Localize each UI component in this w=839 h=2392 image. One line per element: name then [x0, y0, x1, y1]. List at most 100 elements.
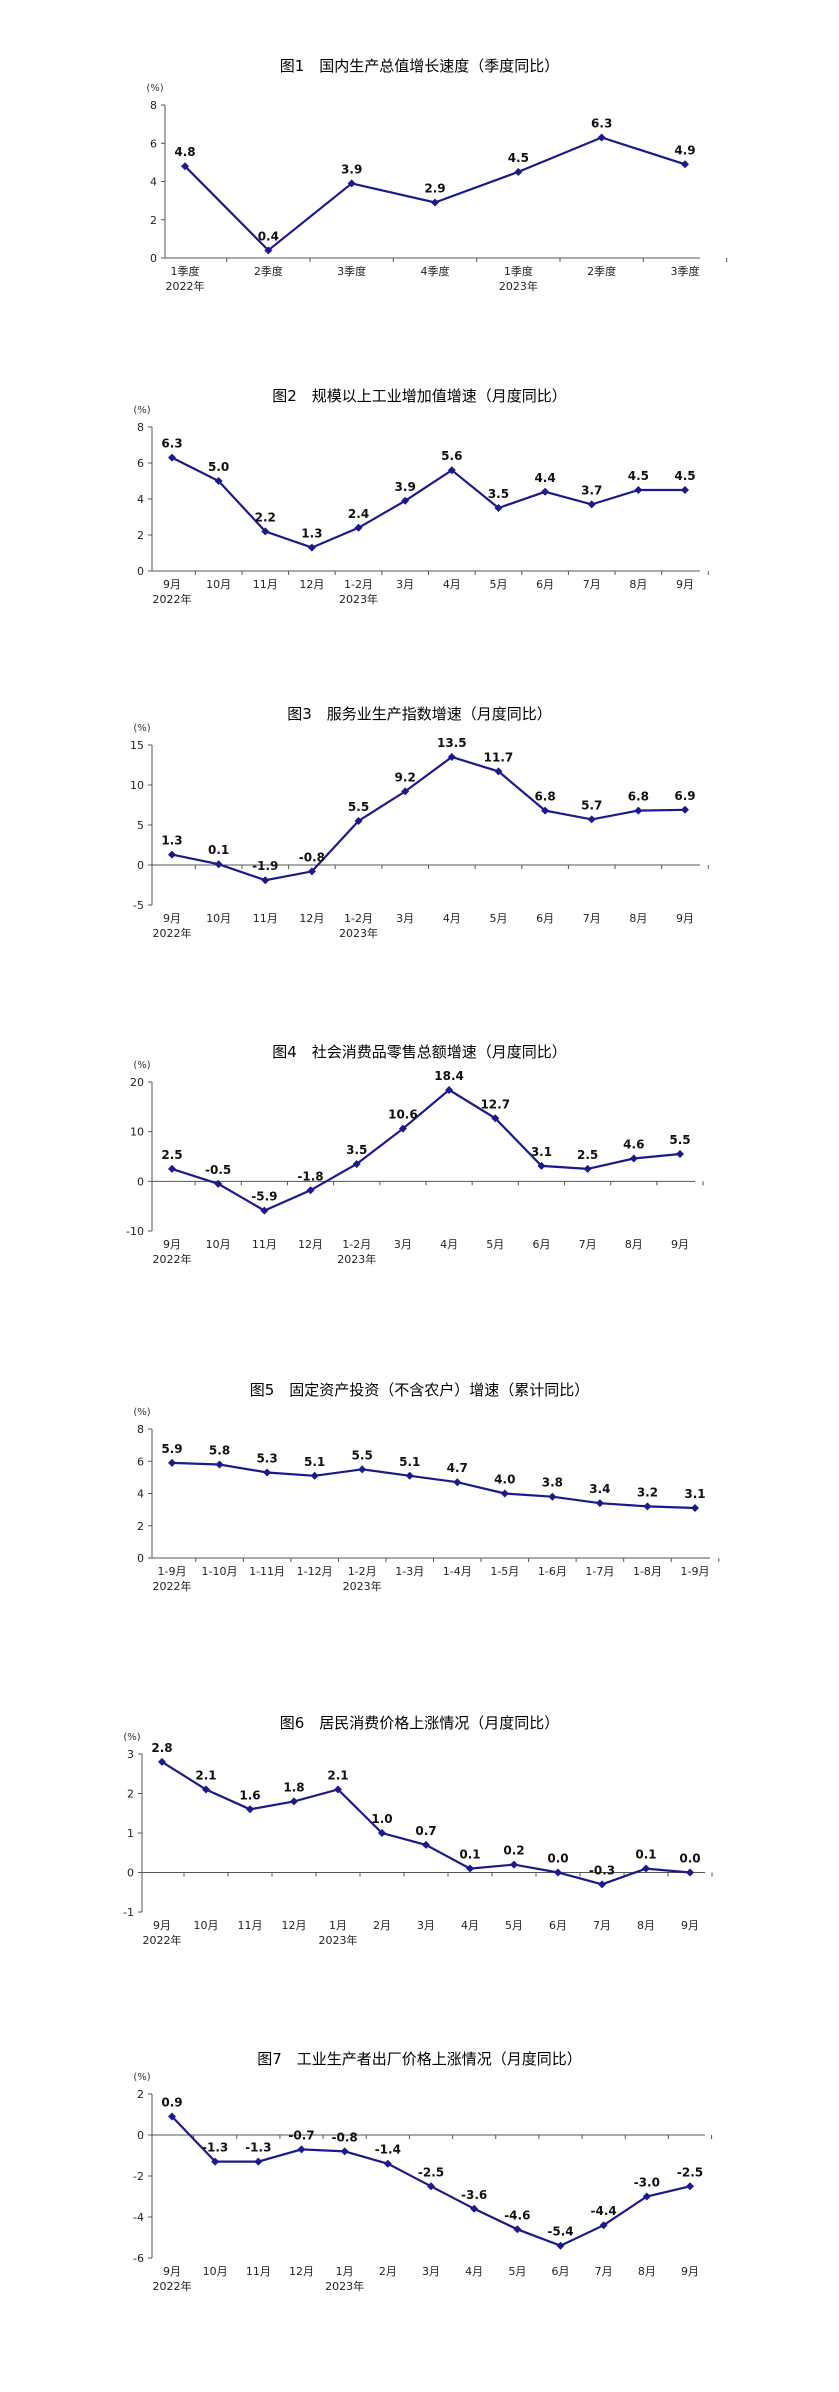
y-tick-label: 2 — [137, 2088, 144, 2101]
y-tick-label: 4 — [137, 493, 144, 506]
y-tick-label: 0 — [137, 1175, 144, 1188]
y-tick-label: -4 — [133, 2211, 144, 2224]
unit-label: (%) — [133, 2072, 150, 2083]
y-tick-label: 20 — [130, 1076, 144, 1089]
x-tick-label: 1-9月 — [158, 1565, 187, 1578]
data-point — [358, 1465, 367, 1474]
x-tick-label: 4季度 — [421, 264, 450, 278]
chart-plot: (%) 0 2 4 6 8 1-9月 1-10月 1-11月 1-12月 1-2月 1-3月 1-4月 1… — [133, 1407, 720, 1593]
x-tick-label: 2季度 — [254, 264, 283, 278]
data-label: 5.3 — [256, 1452, 277, 1466]
data-point — [554, 1868, 562, 1877]
data-label: 5.1 — [304, 1455, 325, 1469]
x-tick-label: 11月 — [253, 912, 278, 925]
data-point — [214, 477, 223, 485]
x-tick-label: 7月 — [583, 578, 601, 591]
data-point — [541, 487, 550, 496]
x-tick-label: 10月 — [194, 1919, 219, 1932]
data-point — [681, 160, 689, 169]
data-point — [168, 2112, 176, 2121]
data-point — [158, 1757, 166, 1766]
data-point — [306, 1186, 315, 1195]
year-label: 2022年 — [153, 1579, 192, 1593]
data-point — [431, 198, 439, 207]
data-label: 3.9 — [341, 162, 362, 176]
data-label: -1.3 — [245, 2141, 271, 2155]
data-label: 4.5 — [674, 469, 695, 483]
data-point — [541, 806, 550, 815]
x-tick-label: 6月 — [536, 578, 554, 591]
data-label: 3.1 — [531, 1145, 552, 1159]
year-label: 2023年 — [343, 1579, 382, 1593]
x-tick-label: 12月 — [299, 912, 324, 925]
y-tick-label: 2 — [137, 1520, 144, 1533]
x-tick-label: 1-7月 — [585, 1565, 614, 1578]
data-label: 1.3 — [161, 834, 182, 848]
data-point — [642, 2192, 651, 2201]
data-point — [491, 1114, 500, 1123]
data-label: -0.3 — [589, 1863, 615, 1877]
data-point — [168, 453, 176, 462]
series-line — [171, 1461, 696, 1510]
y-tick-label: 0 — [127, 1867, 134, 1880]
x-tick-label: 1-12月 — [297, 1565, 333, 1578]
data-point — [211, 2157, 220, 2166]
data-label: 2.9 — [424, 182, 445, 196]
data-point — [168, 850, 176, 859]
data-label: 3.9 — [395, 480, 416, 494]
data-label: 5.6 — [441, 449, 462, 463]
data-point — [383, 2159, 392, 2168]
data-label: 1.8 — [283, 1780, 304, 1794]
data-point — [261, 876, 270, 885]
chart-1: 图1 国内生产总值增长速度（季度同比） (%) 0 2 4 6 8 1季度 2季度 3季度 4季度 1… — [0, 55, 839, 328]
x-tick-label: 9月 — [676, 578, 694, 591]
x-tick-label: 12月 — [289, 2265, 314, 2278]
data-label: 10.6 — [388, 1108, 418, 1122]
data-label: 5.7 — [581, 798, 602, 812]
x-tick-label: 7月 — [593, 1919, 611, 1932]
data-label: -3.6 — [461, 2188, 487, 2202]
x-tick-label: 9月 — [671, 1238, 689, 1251]
chart-title: 图6 居民消费价格上涨情况（月度同比） — [279, 1714, 560, 1732]
data-label: 4.4 — [534, 471, 555, 485]
data-point — [263, 1468, 272, 1477]
data-label: 4.0 — [494, 1473, 515, 1487]
y-tick-label: 10 — [130, 779, 144, 792]
y-tick-label: -10 — [126, 1225, 144, 1238]
chart-plot: (%) -6 -4 -2 0 2 9月 10月 11月 12月 1月 2月 3月 4月 5月 6月 7月 8月 9月… — [133, 2072, 713, 2293]
x-tick-label: 5月 — [508, 2265, 526, 2278]
data-point — [513, 2225, 522, 2234]
y-tick-label: 3 — [127, 1748, 134, 1761]
chart-plot: (%) 0 2 4 6 8 1季度 2季度 3季度 4季度 1季度 2季度 3季度 2022年 2023年 4… — [146, 83, 728, 293]
x-tick-label: 8月 — [637, 1919, 655, 1932]
data-label: 1.3 — [301, 527, 322, 541]
x-tick-label: 9月 — [163, 912, 181, 925]
data-label: 5.1 — [399, 1455, 420, 1469]
data-point — [548, 1492, 557, 1501]
year-label: 2022年 — [153, 926, 192, 940]
data-label: 18.4 — [434, 1069, 464, 1083]
data-point — [587, 815, 596, 824]
data-point — [514, 167, 523, 176]
data-point — [260, 1206, 269, 1215]
data-label: 0.0 — [679, 1852, 700, 1866]
x-tick-label: 1-6月 — [538, 1565, 567, 1578]
y-tick-label: 0 — [137, 565, 144, 578]
data-point — [347, 179, 356, 188]
data-point — [264, 246, 273, 255]
x-tick-label: 3月 — [394, 1238, 412, 1251]
data-point — [510, 1860, 518, 1869]
data-label: 3.4 — [589, 1482, 610, 1496]
year-label: 2023年 — [339, 592, 378, 606]
year-label: 2023年 — [339, 926, 378, 940]
x-tick-label: 1季度 — [504, 264, 533, 278]
x-tick-label: 9月 — [676, 912, 694, 925]
data-point — [634, 806, 643, 815]
y-tick-label: 1 — [127, 1827, 134, 1840]
data-point — [334, 1785, 342, 1794]
data-point — [214, 860, 223, 869]
unit-label: (%) — [146, 83, 163, 94]
series-line — [171, 1088, 681, 1212]
data-point — [401, 787, 410, 796]
